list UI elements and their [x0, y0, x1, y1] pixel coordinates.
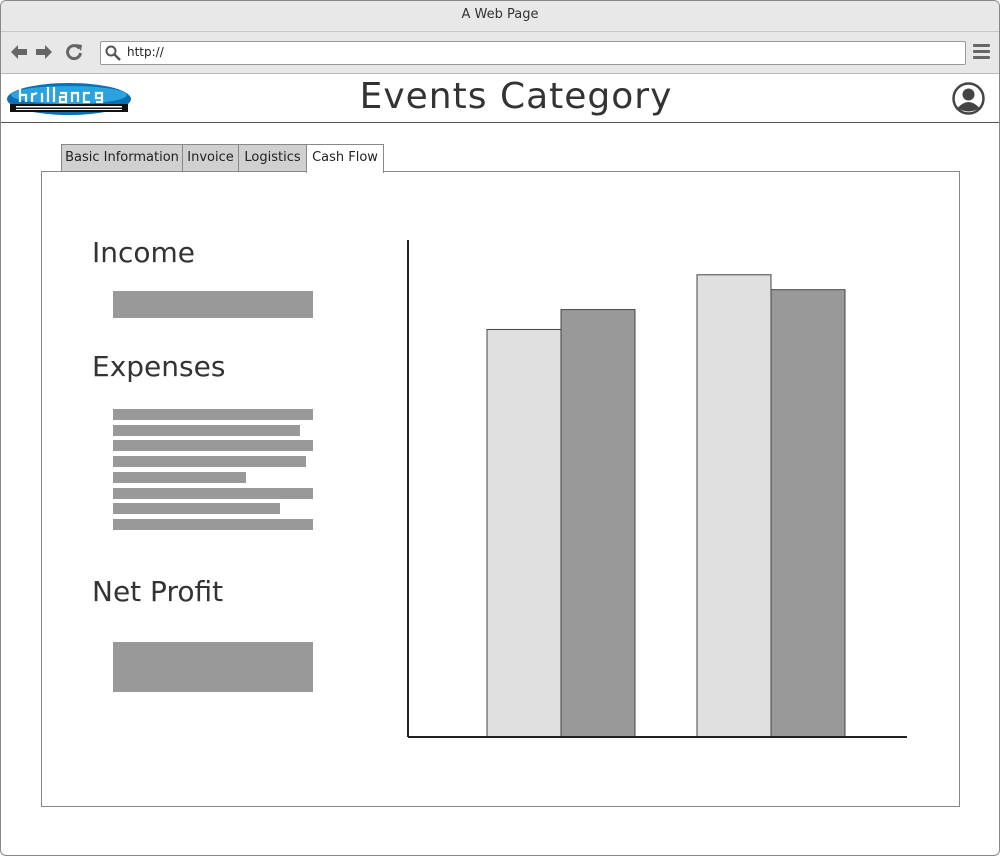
tab-basic-information[interactable]: Basic Information — [61, 144, 183, 171]
search-icon — [105, 45, 121, 65]
income-heading: Income — [92, 236, 196, 269]
text-line — [113, 472, 246, 483]
expenses-heading: Expenses — [92, 350, 226, 383]
tab-invoice[interactable]: Invoice — [182, 144, 239, 171]
chart-bar — [696, 274, 772, 738]
chart-bar — [560, 309, 636, 738]
brand-logo[interactable] — [6, 82, 132, 116]
user-avatar-icon[interactable] — [952, 82, 985, 115]
address-bar[interactable] — [100, 41, 966, 65]
net-profit-value-placeholder — [113, 642, 313, 692]
text-line — [113, 488, 313, 499]
text-line — [113, 519, 313, 530]
text-line — [113, 409, 313, 420]
url-input[interactable] — [127, 44, 947, 60]
cash-flow-panel: Income Expenses Net Profit — [41, 171, 960, 807]
text-line — [113, 440, 313, 451]
page-header: Events Category — [1, 74, 999, 123]
arrow-left-icon[interactable] — [9, 42, 29, 62]
text-line — [113, 425, 300, 436]
text-line — [113, 503, 280, 514]
tab-cash-flow[interactable]: Cash Flow — [306, 144, 384, 173]
browser-toolbar — [1, 32, 999, 74]
reload-icon[interactable] — [64, 42, 84, 62]
page-title: Events Category — [359, 76, 673, 117]
income-value-placeholder — [113, 291, 313, 318]
tab-logistics[interactable]: Logistics — [238, 144, 307, 171]
chart-bar — [770, 289, 846, 738]
arrow-right-icon[interactable] — [34, 42, 54, 62]
cash-flow-chart — [402, 232, 912, 742]
text-line — [113, 456, 306, 467]
net-profit-heading: Net Profit — [92, 575, 224, 608]
hamburger-menu-icon[interactable] — [973, 44, 990, 62]
window-title: A Web Page — [1, 1, 999, 32]
bar-chart — [407, 240, 907, 738]
chart-bar — [486, 328, 562, 738]
